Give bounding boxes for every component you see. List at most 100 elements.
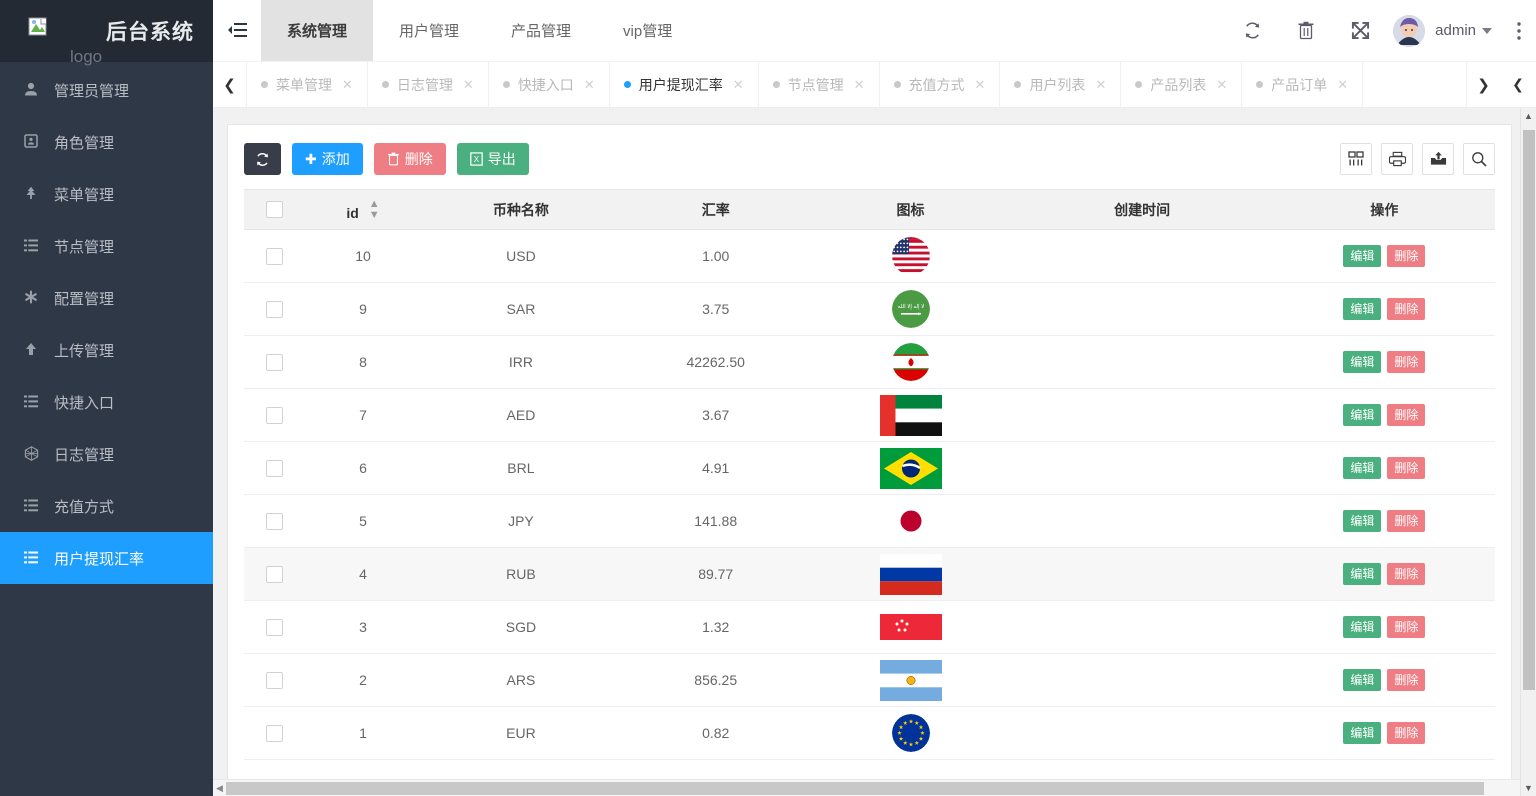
delete-button[interactable]: 删除	[373, 143, 446, 175]
tab-close-icon[interactable]: ✕	[583, 76, 595, 92]
th-id[interactable]: id ▲ ▼	[305, 189, 421, 230]
page-tab-6[interactable]: 用户列表 ✕	[1000, 62, 1122, 107]
horizontal-scrollbar[interactable]: ◀ ▶	[213, 779, 1536, 796]
more-vertical-icon[interactable]	[1502, 0, 1536, 61]
page-tab-4[interactable]: 节点管理 ✕	[759, 62, 880, 107]
hscroll-left-arrow-icon[interactable]: ◀	[216, 782, 223, 793]
tab-dropdown-icon[interactable]: ❮	[1512, 76, 1524, 92]
vertical-scrollbar[interactable]: ▲ ▼	[1520, 108, 1536, 796]
tab-close-icon[interactable]: ✕	[732, 76, 744, 92]
vscroll-up-arrow-icon[interactable]: ▲	[1524, 111, 1533, 121]
sidebar-item-0[interactable]: 管理员管理	[0, 64, 213, 116]
edit-button[interactable]: 编辑	[1343, 721, 1382, 745]
table-row[interactable]: 6 BRL 4.91 编辑 删除	[244, 441, 1495, 495]
table-row[interactable]: 7 AED 3.67 编辑 删除	[244, 388, 1495, 442]
row-checkbox[interactable]	[266, 406, 284, 424]
row-delete-button[interactable]: 删除	[1387, 403, 1426, 427]
table-row[interactable]: 10 USD 1.00 编辑 删除	[244, 229, 1495, 283]
edit-button[interactable]: 编辑	[1343, 615, 1382, 639]
page-tab-5[interactable]: 充值方式 ✕	[880, 62, 1001, 107]
hscroll-track[interactable]	[226, 781, 1523, 795]
row-delete-button[interactable]: 删除	[1387, 456, 1426, 480]
page-tab-8[interactable]: 产品订单 ✕	[1242, 62, 1364, 107]
tab-close-icon[interactable]: ✕	[462, 76, 474, 92]
row-delete-button[interactable]: 删除	[1387, 721, 1426, 745]
table-row[interactable]: 1 EUR 0.82 编辑 删除	[244, 706, 1495, 760]
table-row[interactable]: 9 SAR 3.75 لا إله إلا الله 编辑 删除	[244, 282, 1495, 336]
sidebar-item-3[interactable]: 节点管理	[0, 220, 213, 272]
sidebar-item-2[interactable]: 菜单管理	[0, 168, 213, 220]
row-checkbox[interactable]	[266, 724, 284, 742]
nav-tab-3[interactable]: vip管理	[623, 23, 673, 40]
chevron-down-icon[interactable]	[1482, 27, 1492, 34]
menu-fold-icon[interactable]	[213, 0, 261, 61]
row-checkbox[interactable]	[266, 247, 284, 265]
sidebar-item-7[interactable]: 日志管理	[0, 428, 213, 480]
sidebar-item-4[interactable]: 配置管理	[0, 272, 213, 324]
sidebar-item-5[interactable]: 上传管理	[0, 324, 213, 376]
row-delete-button[interactable]: 删除	[1387, 350, 1426, 374]
page-tab-2[interactable]: 快捷入口 ✕	[489, 62, 610, 107]
avatar[interactable]	[1393, 14, 1426, 47]
table-row[interactable]: 5 JPY 141.88 编辑 删除	[244, 494, 1495, 548]
tab-close-icon[interactable]: ✕	[974, 76, 986, 92]
refresh-icon[interactable]	[1225, 0, 1279, 62]
row-checkbox[interactable]	[266, 565, 284, 583]
row-delete-button[interactable]: 删除	[1387, 615, 1426, 639]
print-icon[interactable]	[1381, 143, 1413, 175]
fullscreen-icon[interactable]	[1333, 0, 1387, 62]
vscroll-thumb[interactable]	[1523, 130, 1535, 690]
tab-close-icon[interactable]: ✕	[1095, 76, 1107, 92]
table-row[interactable]: 8 IRR 42262.50 编辑 删除	[244, 335, 1495, 389]
edit-button[interactable]: 编辑	[1343, 244, 1382, 268]
row-checkbox[interactable]	[266, 459, 284, 477]
row-delete-button[interactable]: 删除	[1387, 509, 1426, 533]
edit-button[interactable]: 编辑	[1343, 509, 1382, 533]
tab-close-icon[interactable]: ✕	[342, 76, 353, 92]
tab-scroll-right-icon[interactable]: ❯	[1466, 62, 1500, 107]
table-row[interactable]: 3 SGD 1.32 编辑 删除	[244, 600, 1495, 654]
refresh-button[interactable]	[244, 143, 281, 175]
table-row[interactable]: 4 RUB 89.77 编辑 删除	[244, 547, 1495, 601]
hscroll-thumb[interactable]	[226, 781, 1485, 795]
trash-icon[interactable]	[1279, 0, 1333, 62]
export-file-icon[interactable]	[1422, 143, 1454, 175]
nav-tab-1[interactable]: 用户管理	[399, 23, 460, 40]
row-delete-button[interactable]: 删除	[1387, 668, 1426, 692]
table-row[interactable]: 2 ARS 856.25 编辑 删除	[244, 653, 1495, 707]
tab-close-icon[interactable]: ✕	[853, 76, 865, 92]
sidebar-item-1[interactable]: 角色管理	[0, 116, 213, 168]
tab-close-icon[interactable]: ✕	[1337, 76, 1349, 92]
edit-button[interactable]: 编辑	[1343, 562, 1382, 586]
row-checkbox[interactable]	[266, 618, 284, 636]
row-checkbox[interactable]	[266, 512, 284, 530]
sidebar-item-9[interactable]: 用户提现汇率	[0, 532, 213, 584]
edit-button[interactable]: 编辑	[1343, 297, 1382, 321]
row-delete-button[interactable]: 删除	[1387, 244, 1426, 268]
sidebar-item-8[interactable]: 充值方式	[0, 480, 213, 532]
edit-button[interactable]: 编辑	[1343, 403, 1382, 427]
page-tab-3[interactable]: 用户提现汇率 ✕	[610, 62, 759, 107]
row-delete-button[interactable]: 删除	[1387, 562, 1426, 586]
edit-button[interactable]: 编辑	[1343, 668, 1382, 692]
row-checkbox[interactable]	[266, 353, 284, 371]
page-tab-1[interactable]: 日志管理 ✕	[368, 62, 489, 107]
export-button[interactable]: X 导出	[456, 143, 529, 175]
columns-icon[interactable]	[1340, 143, 1372, 175]
row-checkbox[interactable]	[266, 671, 284, 689]
sidebar-item-6[interactable]: 快捷入口	[0, 376, 213, 428]
page-tab-7[interactable]: 产品列表 ✕	[1121, 62, 1243, 107]
edit-button[interactable]: 编辑	[1343, 350, 1382, 374]
page-tab-0[interactable]: 菜单管理 ✕	[247, 62, 368, 107]
nav-tab-2[interactable]: 产品管理	[511, 23, 572, 40]
tab-scroll-left-icon[interactable]: ❮	[213, 62, 247, 107]
tab-close-icon[interactable]: ✕	[1216, 76, 1228, 92]
search-icon[interactable]	[1463, 143, 1495, 175]
select-all-checkbox[interactable]	[266, 201, 284, 219]
nav-tab-0[interactable]: 系统管理	[261, 0, 374, 61]
sort-icon[interactable]: ▲ ▼	[368, 197, 380, 221]
row-delete-button[interactable]: 删除	[1387, 297, 1426, 321]
add-button[interactable]: ✚ 添加	[292, 143, 363, 175]
vscroll-down-arrow-icon[interactable]: ▼	[1524, 783, 1533, 793]
edit-button[interactable]: 编辑	[1343, 456, 1382, 480]
